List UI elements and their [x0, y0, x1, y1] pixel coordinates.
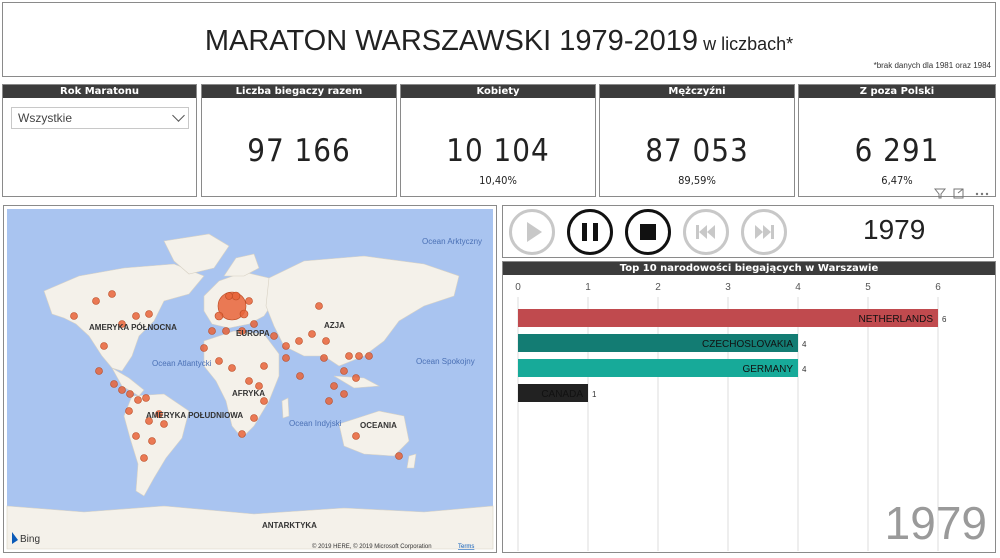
category-label: GERMANY	[742, 364, 793, 375]
svg-text:Bing: Bing	[20, 534, 40, 545]
dashboard-title: MARATON WARSZAWSKI 1979-2019 w liczbach*	[3, 25, 995, 58]
bar	[518, 309, 938, 327]
bar	[518, 384, 588, 402]
kpi-card-total: Liczba biegaczy razem 97 166	[201, 84, 397, 197]
stop-icon	[640, 224, 656, 240]
bar-chart-svg: 0 1 2 3 4 5 6 NETHERLANDS 6 CZECHOSLOVAKIA 4 GERMAN…	[515, 282, 947, 551]
runner-origin-dots	[70, 290, 403, 462]
focus-icon[interactable]	[953, 188, 964, 199]
x-tick-label: 3	[725, 282, 731, 293]
x-tick-label: 6	[935, 282, 941, 293]
next-button[interactable]	[741, 209, 787, 255]
ocean-label-atlantic: Ocean Atlantycki	[152, 359, 212, 368]
map-label-asia: AZJA	[324, 321, 345, 330]
data-label: 4	[802, 365, 807, 374]
filter-icon[interactable]	[933, 188, 947, 199]
ocean-label-indian: Ocean Indyjski	[289, 419, 342, 428]
slicer-header: Rok Maratonu	[3, 85, 196, 98]
map-land	[6, 233, 494, 550]
kpi-percent: 89,59%	[678, 174, 716, 187]
pause-icon	[582, 223, 598, 241]
title-footnote: *brak danych dla 1981 oraz 1984	[873, 61, 991, 70]
kpi-header: Mężczyźni	[600, 85, 794, 98]
stop-button[interactable]	[625, 209, 671, 255]
category-label: NETHERLANDS	[859, 314, 934, 325]
kpi-value: 6 291	[854, 133, 940, 169]
current-year: 1979	[863, 214, 926, 245]
kpi-percent: 10,40%	[479, 174, 517, 187]
pause-button[interactable]	[567, 209, 613, 255]
map-label-europe: EUROPA	[236, 329, 270, 338]
visual-toolbar	[932, 186, 994, 202]
map-label-antarctica: ANTARKTYKA	[262, 521, 317, 530]
map-copyright: © 2019 HERE, © 2019 Microsoft Corporatio…	[312, 543, 432, 550]
play-axis: 1979	[502, 205, 994, 258]
ocean-label-arctic: Ocean Arktyczny	[422, 237, 482, 246]
play-icon	[527, 222, 542, 242]
skip-back-icon	[696, 225, 715, 239]
kpi-header: Liczba biegaczy razem	[202, 85, 396, 98]
world-map[interactable]: AMERYKA PÓŁNOCNA EUROPA AZJA AFRYKA AMER…	[3, 205, 497, 553]
ocean-label-pacific: Ocean Spokojny	[416, 357, 475, 366]
kpi-card-men: Mężczyźni 87 053 89,59%	[599, 84, 795, 197]
kpi-card-women: Kobiety 10 104 10,40%	[400, 84, 596, 197]
play-button[interactable]	[509, 209, 555, 255]
data-label: 1	[592, 390, 597, 399]
data-label: 6	[942, 315, 947, 324]
kpi-card-foreign: Z poza Polski 6 291 6,47%	[798, 84, 996, 197]
kpi-header: Z poza Polski	[799, 85, 995, 98]
previous-button[interactable]	[683, 209, 729, 255]
skip-forward-icon	[755, 225, 774, 239]
chart-title: Top 10 narodowości biegających w Warszaw…	[503, 262, 995, 275]
data-label: 4	[802, 340, 807, 349]
bar	[518, 334, 798, 352]
map-label-south-america: AMERYKA POŁUDNIOWA	[146, 411, 243, 420]
category-label: CANADA	[541, 389, 583, 400]
year-dropdown[interactable]: Wszystkie	[11, 107, 189, 129]
kpi-header: Kobiety	[401, 85, 595, 98]
title-main-text: MARATON WARSZAWSKI 1979-2019	[204, 25, 698, 57]
map-label-north-america: AMERYKA PÓŁNOCNA	[89, 323, 177, 332]
kpi-value: 10 104	[446, 133, 550, 169]
x-tick-label: 4	[795, 282, 801, 293]
title-sub-text: w liczbach*	[703, 34, 794, 54]
kpi-percent: 6,47%	[881, 174, 913, 187]
year-dropdown-value: Wszystkie	[18, 111, 72, 125]
year-slicer: Rok Maratonu Wszystkie	[2, 84, 197, 197]
x-tick-label: 1	[585, 282, 591, 293]
map-label-oceania: OCEANIA	[360, 421, 397, 430]
chart-year-watermark: 1979	[884, 497, 987, 549]
more-icon[interactable]	[975, 192, 989, 196]
top-nationalities-chart: Top 10 narodowości biegających w Warszaw…	[502, 261, 996, 553]
x-tick-label: 2	[655, 282, 661, 293]
map-label-africa: AFRYKA	[232, 389, 265, 398]
category-label: CZECHOSLOVAKIA	[702, 339, 793, 350]
bing-logo: Bing	[12, 532, 40, 545]
kpi-value: 97 166	[247, 133, 351, 169]
kpi-value: 87 053	[645, 133, 749, 169]
bar	[518, 359, 798, 377]
chevron-down-icon	[172, 109, 185, 122]
title-card: MARATON WARSZAWSKI 1979-2019 w liczbach*…	[2, 2, 996, 77]
map-terms-link[interactable]: Terms	[458, 544, 474, 550]
x-tick-label: 5	[865, 282, 871, 293]
x-tick-label: 0	[515, 282, 521, 293]
